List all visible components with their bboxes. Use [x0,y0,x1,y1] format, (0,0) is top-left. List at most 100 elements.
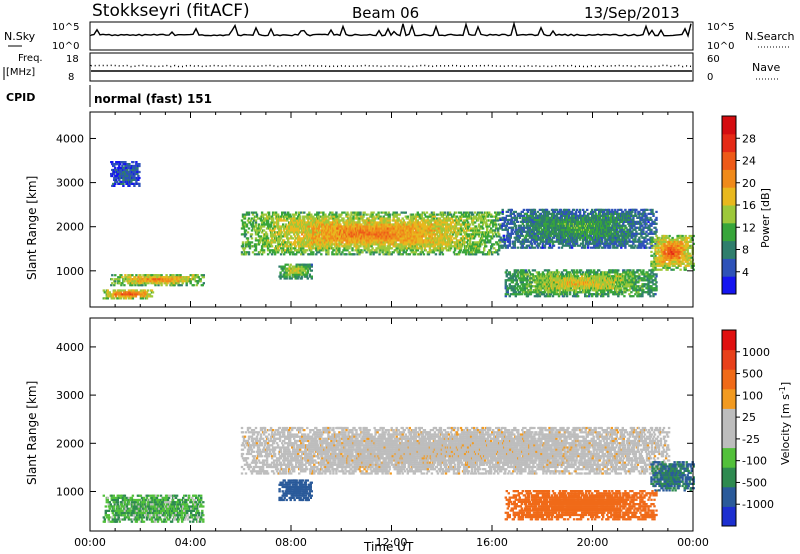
heat-cell [412,245,415,248]
heat-cell [312,215,315,218]
heat-cell [315,235,318,238]
nave-tick-bottom: 0 [707,72,713,83]
heat-cell [513,214,516,217]
heat-cell [416,233,419,236]
heat-cell [528,236,532,239]
heat-cell [258,241,262,244]
heat-cell [436,213,440,216]
heat-cell [588,234,591,237]
heat-cell [498,213,501,216]
heat-cell [271,211,275,214]
heat-cell [281,251,284,254]
heat-cell [325,249,328,252]
heat-cell [383,245,386,248]
heat-cell [406,225,409,228]
heat-cell [483,215,486,218]
heat-cell [258,229,262,232]
heat-cell [310,253,313,256]
heat-cell [388,213,391,216]
heat-cell [380,245,383,248]
heat-cell [463,251,467,254]
heat-cell [475,249,479,252]
heat-cell [592,246,595,249]
heat-cell [357,213,360,216]
heat-cell [543,232,547,235]
heat-cell [327,253,330,256]
heat-cell [251,213,255,216]
heat-cell [453,219,457,222]
heat-cell [478,227,482,230]
heat-cell [563,244,567,247]
heat-cell [345,245,348,248]
heat-cell [288,223,291,226]
heat-cell [401,253,404,256]
heat-cell [615,242,618,245]
heat-cell [422,211,426,214]
heat-cell [484,241,487,244]
heat-cell [460,229,464,232]
heat-cell [494,229,497,232]
heat-cell [543,246,547,249]
heat-cell [467,251,471,254]
heat-cell [488,211,491,214]
heat-cell [276,227,280,230]
heat-cell [388,223,391,226]
heat-cell [469,215,473,218]
heat-cell [471,241,475,244]
heat-cell [277,249,281,252]
heat-cell [450,239,454,242]
heat-cell [587,246,590,249]
heat-cell [536,222,540,225]
heat-cell [330,245,333,248]
heat-cell [331,225,334,228]
heat-cell [524,236,528,239]
heat-cell [481,223,485,226]
heat-cell [561,236,565,239]
heat-cell [290,249,293,252]
heat-cell [313,241,316,244]
heat-cell [446,211,450,214]
heat-cell [464,247,468,250]
heat-cell [445,221,449,224]
nsky-tick-top: 10^5 [52,22,79,33]
heat-cell [459,211,463,214]
heat-cell [414,219,417,222]
heat-cell [282,223,285,226]
heat-cell [347,245,350,248]
heat-cell [273,253,277,256]
heat-cell [298,213,301,216]
heat-cell [273,241,277,244]
heat-cell [547,210,551,213]
heat-cell [416,239,419,242]
heat-cell [493,247,496,250]
heat-cell [246,231,250,234]
heat-cell [325,219,328,222]
heat-cell [385,249,388,252]
heat-cell [333,253,336,256]
heat-cell [379,249,382,252]
heat-cell [248,247,252,250]
heat-cell [480,237,484,240]
heat-cell [559,222,563,225]
heat-cell [430,235,434,238]
heat-cell [520,226,523,229]
heat-cell [250,225,254,228]
heat-cell [448,211,452,214]
heat-cell [586,232,589,235]
heat-cell [288,227,291,230]
heat-cell [259,217,263,220]
heat-cell [380,223,383,226]
heat-cell [320,211,323,214]
heat-cell [260,253,264,256]
heat-cell [538,216,542,219]
heat-cell [395,215,398,218]
heat-cell [474,225,478,228]
heat-cell [495,215,498,218]
heat-cell [361,217,364,220]
heat-cell [433,215,437,218]
heat-cell [586,238,589,241]
heat-cell [490,247,493,250]
heat-cell [262,251,266,254]
heat-cell [617,232,620,235]
heat-cell [525,224,529,227]
